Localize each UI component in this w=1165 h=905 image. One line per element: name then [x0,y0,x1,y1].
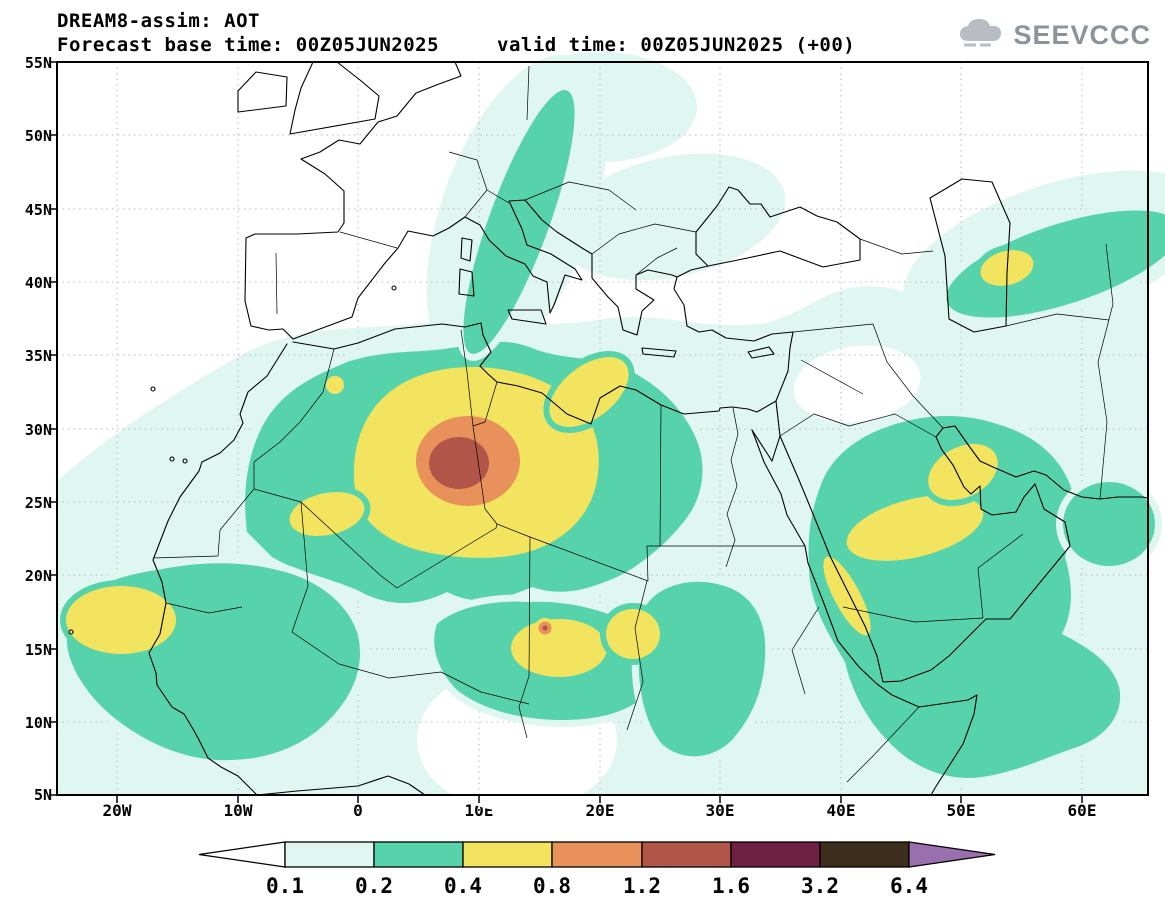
colorbar-label: 6.4 [890,874,928,898]
colorbar-cell [284,841,375,868]
axis-ticks [49,61,1083,803]
colorbar-arrow-left [198,841,286,868]
colorbar-label: 0.4 [444,874,482,898]
lat-axis-label: 5N [33,786,52,804]
colorbar-label: 3.2 [801,874,839,898]
lat-axis-label: 25N [24,494,52,512]
colorbar-cell [551,841,643,868]
lat-axis-label: 20N [24,567,52,585]
map-plot [49,52,1165,812]
colorbar-arrow-right [908,841,996,868]
nile-river [725,407,739,568]
lat-axis-label: 50N [24,127,52,145]
map-frame [56,61,1149,796]
lon-axis-label: 60E [1067,801,1097,820]
colorbar-cell [462,841,553,868]
colorbar-cell [373,841,464,868]
lat-axis-label: 10N [24,714,52,732]
lon-axis-label: 40E [826,801,856,820]
lon-axis-label: 20W [102,801,132,820]
colorbar: 0.1 0.2 0.4 0.8 1.2 1.6 3.2 6.4 [197,841,997,898]
colorbar-cell [819,841,910,868]
lat-axis-label: 30N [24,421,52,439]
lat-axis-label: 45N [24,201,52,219]
logo-text: SEEVCCC [1013,19,1151,50]
lat-axis-label: 55N [24,54,52,72]
lon-axis-label: 20E [585,801,615,820]
colorbar-label: 0.1 [266,874,304,898]
colorbar-label: 0.2 [355,874,393,898]
lat-axis-label: 15N [24,641,52,659]
forecast-base-time: Forecast base time: 00Z05JUN2025 [57,34,440,56]
lat-axis-label: 35N [24,347,52,365]
lon-axis-label: 0 [353,801,363,820]
country-borders [152,65,1114,783]
lat-axis-label: 40N [24,274,52,292]
colorbar-label: 1.6 [712,874,750,898]
cloud-icon [955,16,1007,54]
colorbar-cell [730,841,821,868]
colorbar-label: 0.8 [533,874,571,898]
colorbar-labels: 0.1 0.2 0.4 0.8 1.2 1.6 3.2 6.4 [197,872,997,898]
colorbar-label: 1.2 [623,874,661,898]
page-title: DREAM8-assim: AOT [57,10,260,32]
subtitle: Forecast base time: 00Z05JUN2025 valid ti… [57,34,855,56]
colorbar-cell [641,841,732,868]
valid-time: valid time: 00Z05JUN2025 (+00) [497,34,856,56]
contour-fill-1p2 [425,433,552,635]
lon-axis-label: 50E [946,801,976,820]
lon-axis-label: 10W [223,801,253,820]
seevccc-logo: SEEVCCC [955,16,1151,54]
lon-axis-label: 30E [705,801,735,820]
